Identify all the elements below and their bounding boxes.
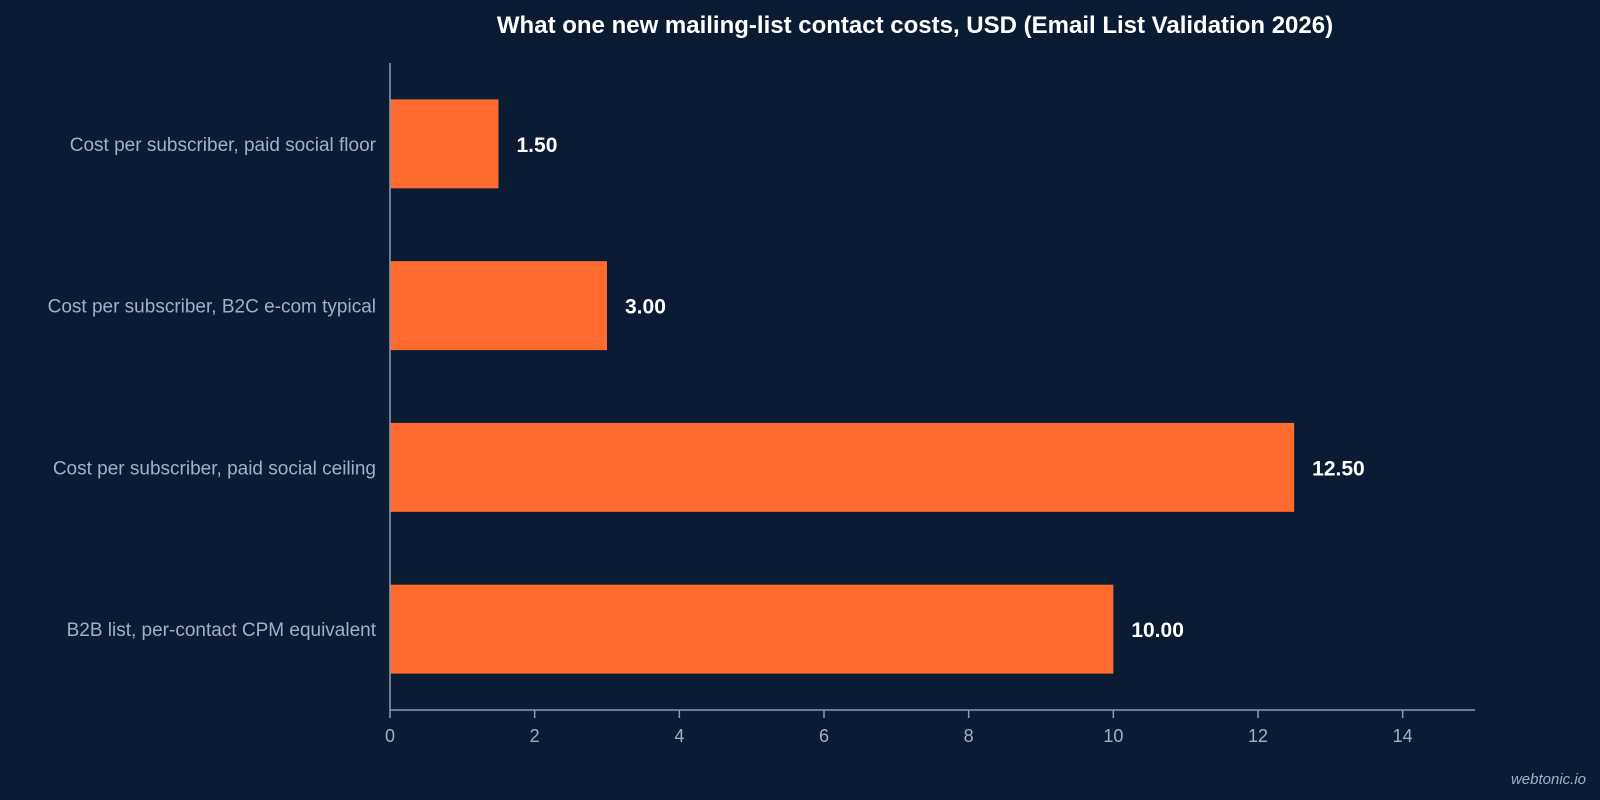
category-label-1: Cost per subscriber, paid social floor	[70, 135, 377, 156]
value-label-3: 12.50	[1312, 457, 1365, 480]
x-tick-label-6: 6	[819, 726, 829, 746]
x-tick-label-0: 0	[385, 726, 395, 746]
labels-layer: Cost per subscriber, paid social floor 1.…	[48, 134, 1365, 642]
x-tick-label-8: 8	[964, 726, 974, 746]
category-label-2: Cost per subscriber, B2C e-com typical	[48, 297, 376, 318]
x-tick-label-4: 4	[674, 726, 684, 746]
value-label-1: 1.50	[517, 134, 558, 157]
category-label-4: B2B list, per-contact CPM equivalent	[67, 620, 377, 641]
bar-3	[390, 422, 1295, 512]
watermark-text: webtonic.io	[1510, 771, 1586, 788]
bar-1	[390, 99, 499, 189]
bar-2	[390, 261, 607, 351]
value-label-4: 10.00	[1131, 619, 1184, 642]
category-label-3: Cost per subscriber, paid social ceiling	[53, 458, 376, 479]
axis-layer: 0 2 4 6 8 10 12 14	[385, 63, 1475, 746]
bar-4	[390, 584, 1114, 674]
x-tick-label-14: 14	[1393, 726, 1413, 746]
bars-layer	[390, 99, 1295, 674]
x-tick-label-10: 10	[1103, 726, 1123, 746]
x-tick-label-12: 12	[1248, 726, 1268, 746]
chart-title: What one new mailing-list contact costs,…	[496, 12, 1334, 39]
value-label-2: 3.00	[625, 296, 666, 319]
x-tick-label-2: 2	[530, 726, 540, 746]
